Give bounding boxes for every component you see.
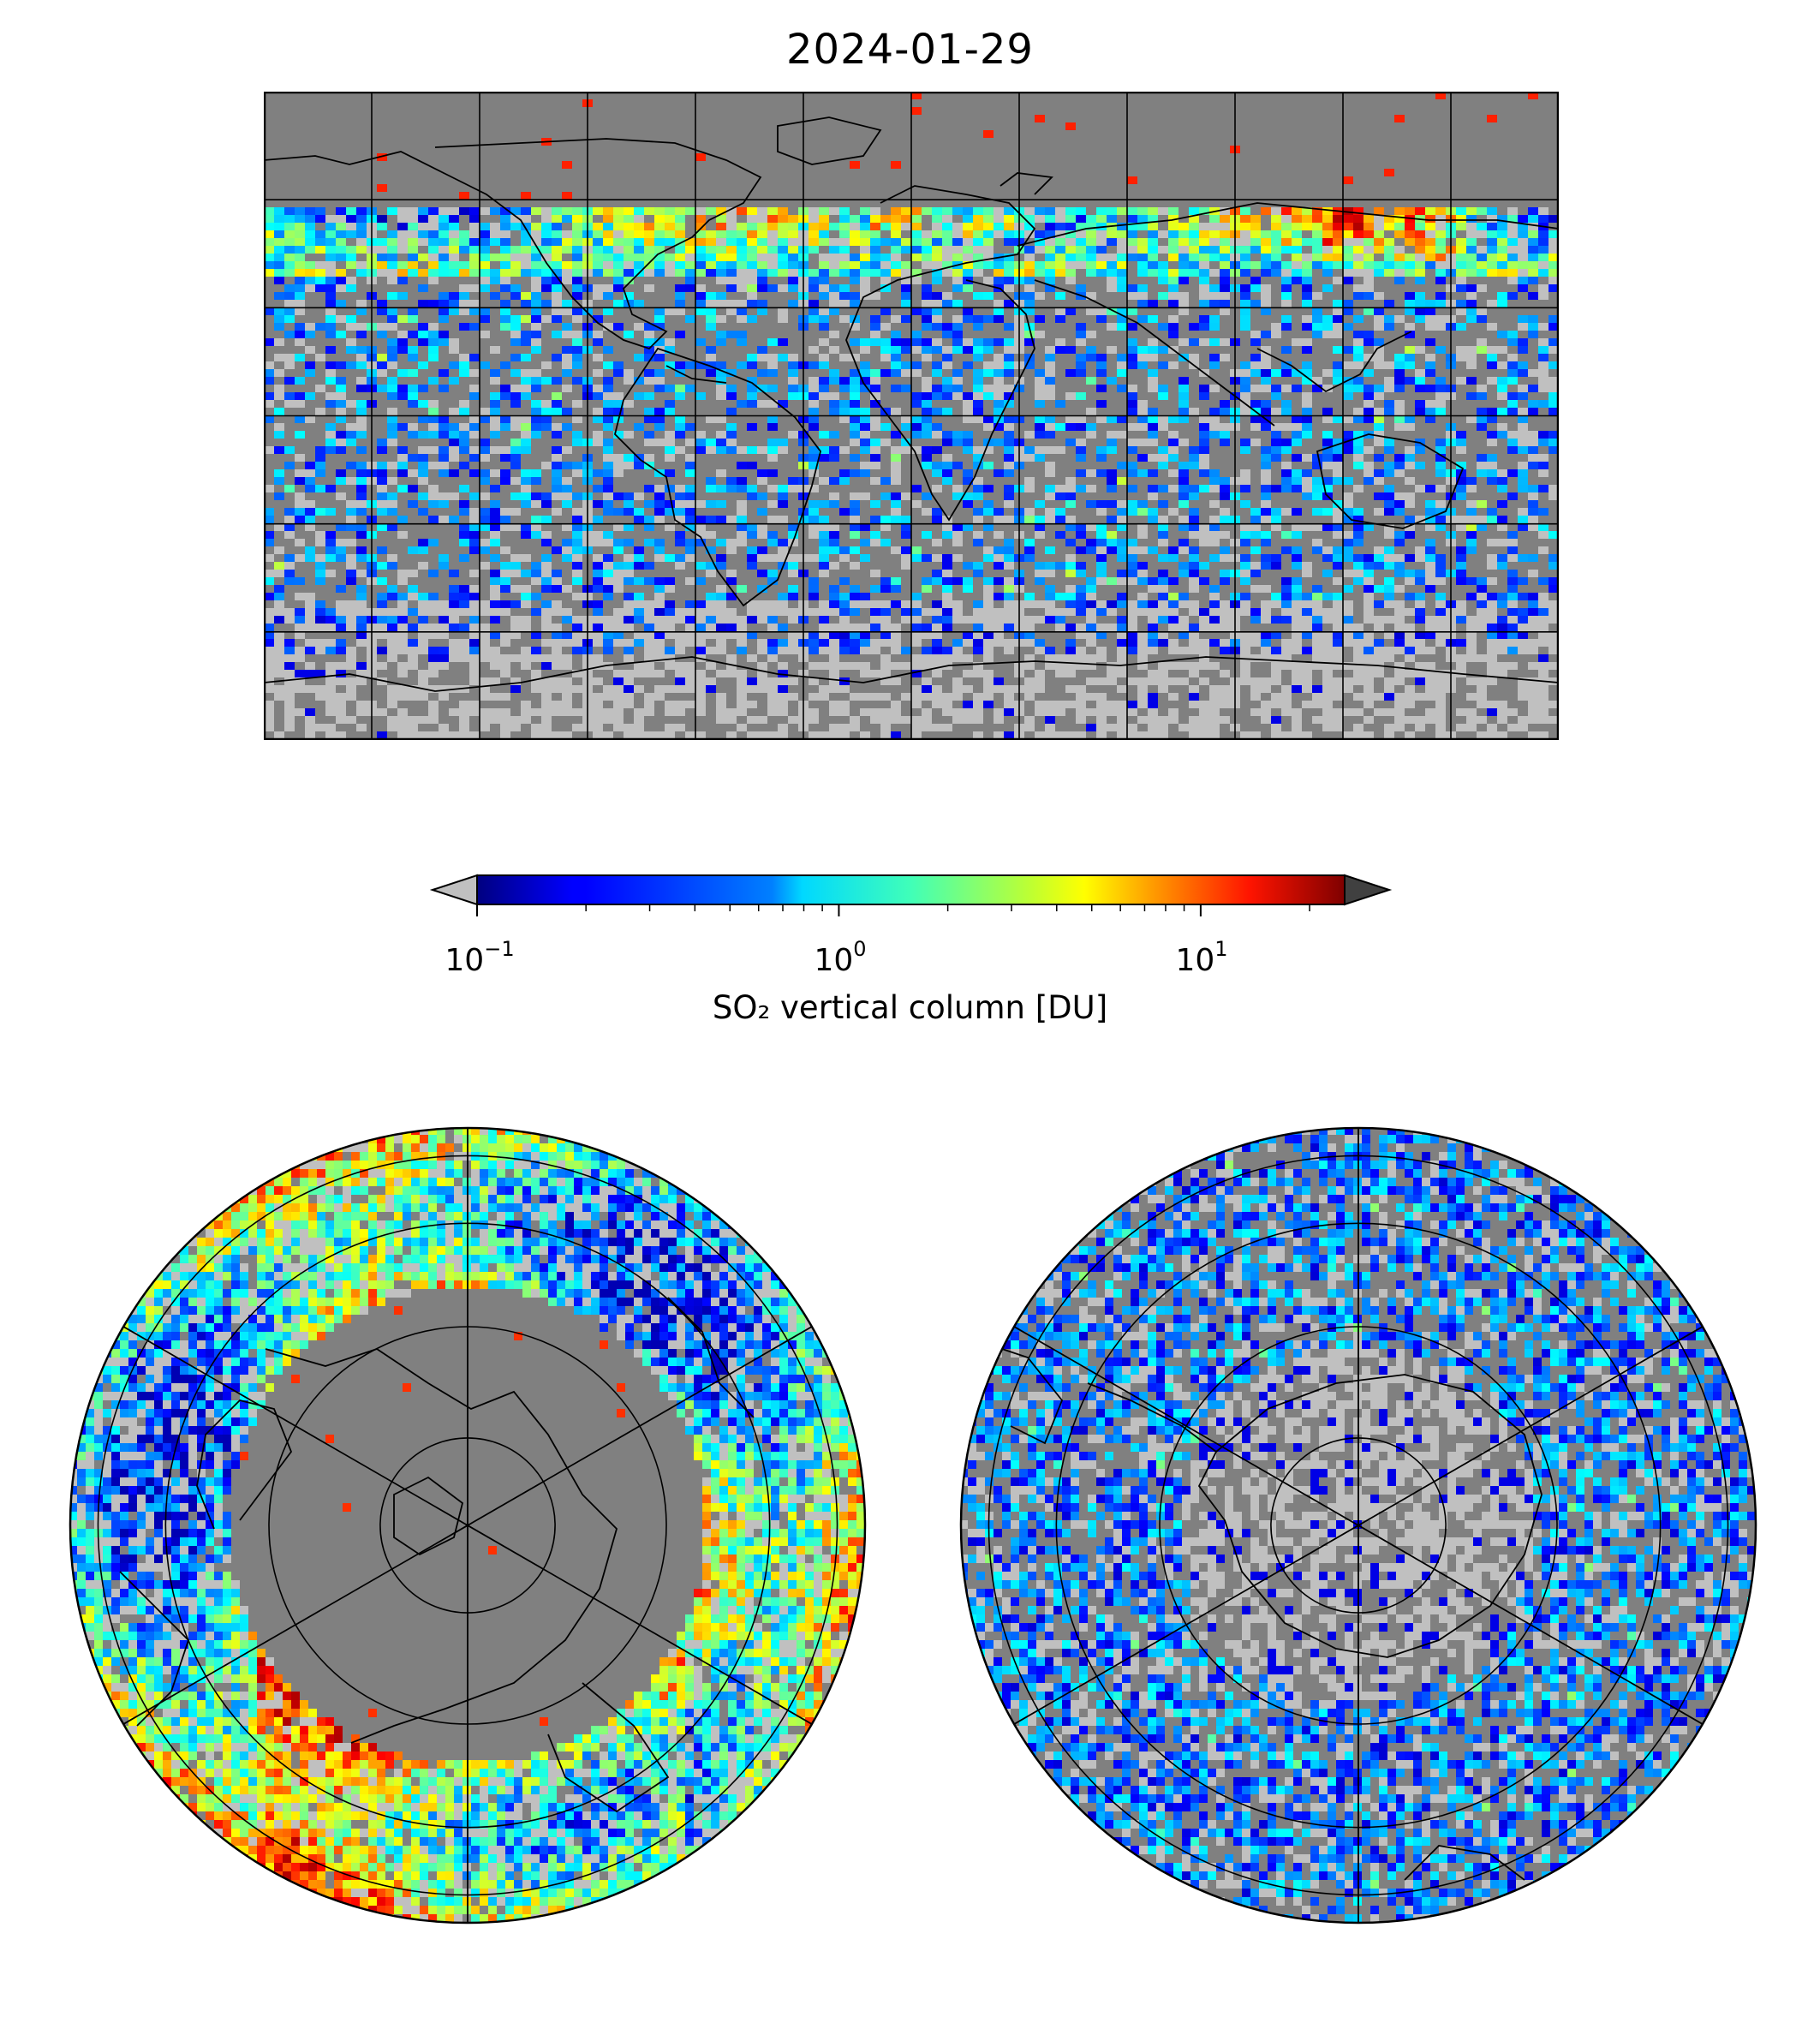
graticule [988, 1128, 1729, 1923]
north-map-frame [69, 1126, 867, 1925]
global-map-canvas [264, 92, 1559, 740]
figure-title: 2024-01-29 [786, 26, 1034, 74]
south-polar-canvas [959, 1126, 1757, 1925]
south-map-frame [959, 1126, 1757, 1925]
colorbar-canvas [429, 874, 1393, 916]
graticule [97, 1128, 838, 1923]
coastlines [264, 116, 1559, 692]
global-map [264, 92, 1559, 740]
north-polar-canvas [69, 1126, 867, 1925]
coastlines [119, 1297, 755, 1813]
colorbar-tick-label: 101 [1175, 937, 1228, 978]
colorbar-tick-label: 100 [814, 937, 867, 978]
colorbar-tick-label: 10−1 [445, 937, 515, 978]
colorbar-over-arrow [1344, 874, 1393, 906]
north-polar-map [69, 1126, 867, 1925]
south-polar-map [959, 1126, 1757, 1925]
colorbar-label: SO₂ vertical column [DU] [712, 989, 1108, 1026]
coastlines [976, 1340, 1543, 1881]
colorbar [428, 872, 1396, 958]
colorbar-tick-marks [476, 904, 1310, 916]
colorbar-gradient [476, 874, 1346, 905]
global-map-frame [264, 92, 1559, 740]
graticule [264, 92, 1559, 740]
colorbar-under-arrow [429, 874, 478, 906]
